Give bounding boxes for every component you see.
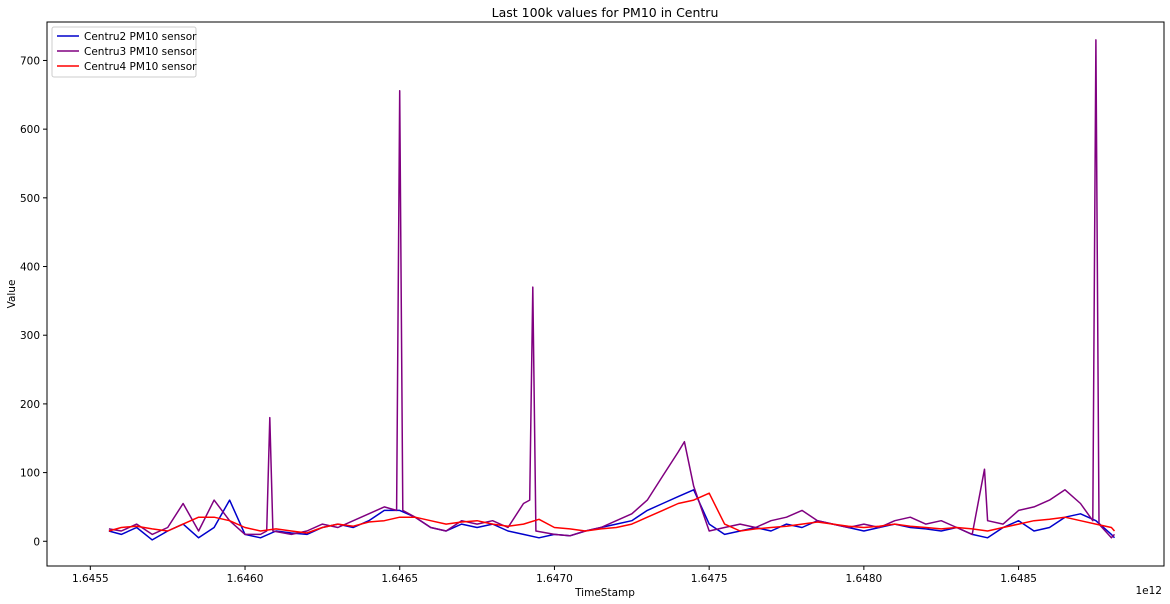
x-axis-ticks: 1.6455 1.6460 1.6465 1.6470 1.6475 1.6480 1.64… [72, 566, 1037, 585]
y-tick-label: 400 [20, 262, 40, 274]
x-tick-label: 1.6455 [72, 573, 109, 585]
y-tick-label: 0 [33, 536, 40, 548]
x-tick-label: 1.6465 [381, 573, 418, 585]
series-line-4 [108, 492, 1116, 534]
y-tick-label: 100 [20, 468, 40, 480]
y-tick-label: 700 [20, 55, 40, 67]
x-tick-label: 1.6480 [845, 573, 882, 585]
legend-entry-label: Centru2 PM10 sensor [84, 31, 197, 43]
legend-entry-label: Centru4 PM10 sensor [84, 61, 197, 73]
legend: Centru2 PM10 sensor Centru3 PM10 sensor Ce… [51, 26, 197, 78]
legend-box [51, 26, 197, 78]
legend-entry-label: Centru3 PM10 sensor [84, 46, 197, 58]
axes-frame [46, 21, 1165, 567]
x-axis-offset-label: 1e12 [1135, 585, 1162, 597]
x-tick-label: 1.6475 [691, 573, 728, 585]
x-tick-label: 1.6460 [227, 573, 264, 585]
y-tick-label: 600 [20, 124, 40, 136]
y-axis-ticks: 0 100 200 300 400 500 600 700 [20, 55, 47, 548]
x-tick-label: 1.6470 [536, 573, 573, 585]
series-line-3 [108, 39, 1116, 539]
y-tick-label: 500 [20, 193, 40, 205]
x-tick-label: 1.6485 [1000, 573, 1037, 585]
x-axis-label: TimeStamp [574, 587, 635, 599]
y-axis-label: Value [6, 280, 18, 309]
chart-title: Last 100k values for PM10 in Centru [492, 5, 719, 20]
plot-area: 1.6455 1.6460 1.6465 1.6470 1.6475 1.6480 1.64… [20, 21, 1165, 585]
y-tick-label: 200 [20, 399, 40, 411]
y-tick-label: 300 [20, 330, 40, 342]
series-layer [108, 39, 1116, 541]
